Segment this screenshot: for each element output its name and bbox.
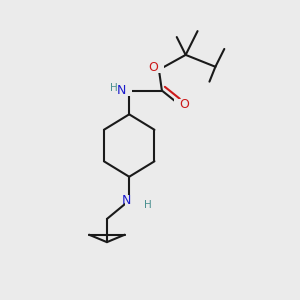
Text: O: O (148, 61, 158, 74)
Text: O: O (180, 98, 190, 111)
Bar (174, 99, 185, 110)
Text: H: H (110, 82, 118, 93)
Text: H: H (144, 200, 152, 210)
Text: N: N (117, 84, 126, 97)
Bar (121, 85, 132, 96)
Bar (125, 195, 136, 206)
Text: N: N (121, 194, 131, 207)
Bar (138, 199, 150, 211)
Bar (153, 62, 164, 73)
Bar (108, 82, 119, 93)
